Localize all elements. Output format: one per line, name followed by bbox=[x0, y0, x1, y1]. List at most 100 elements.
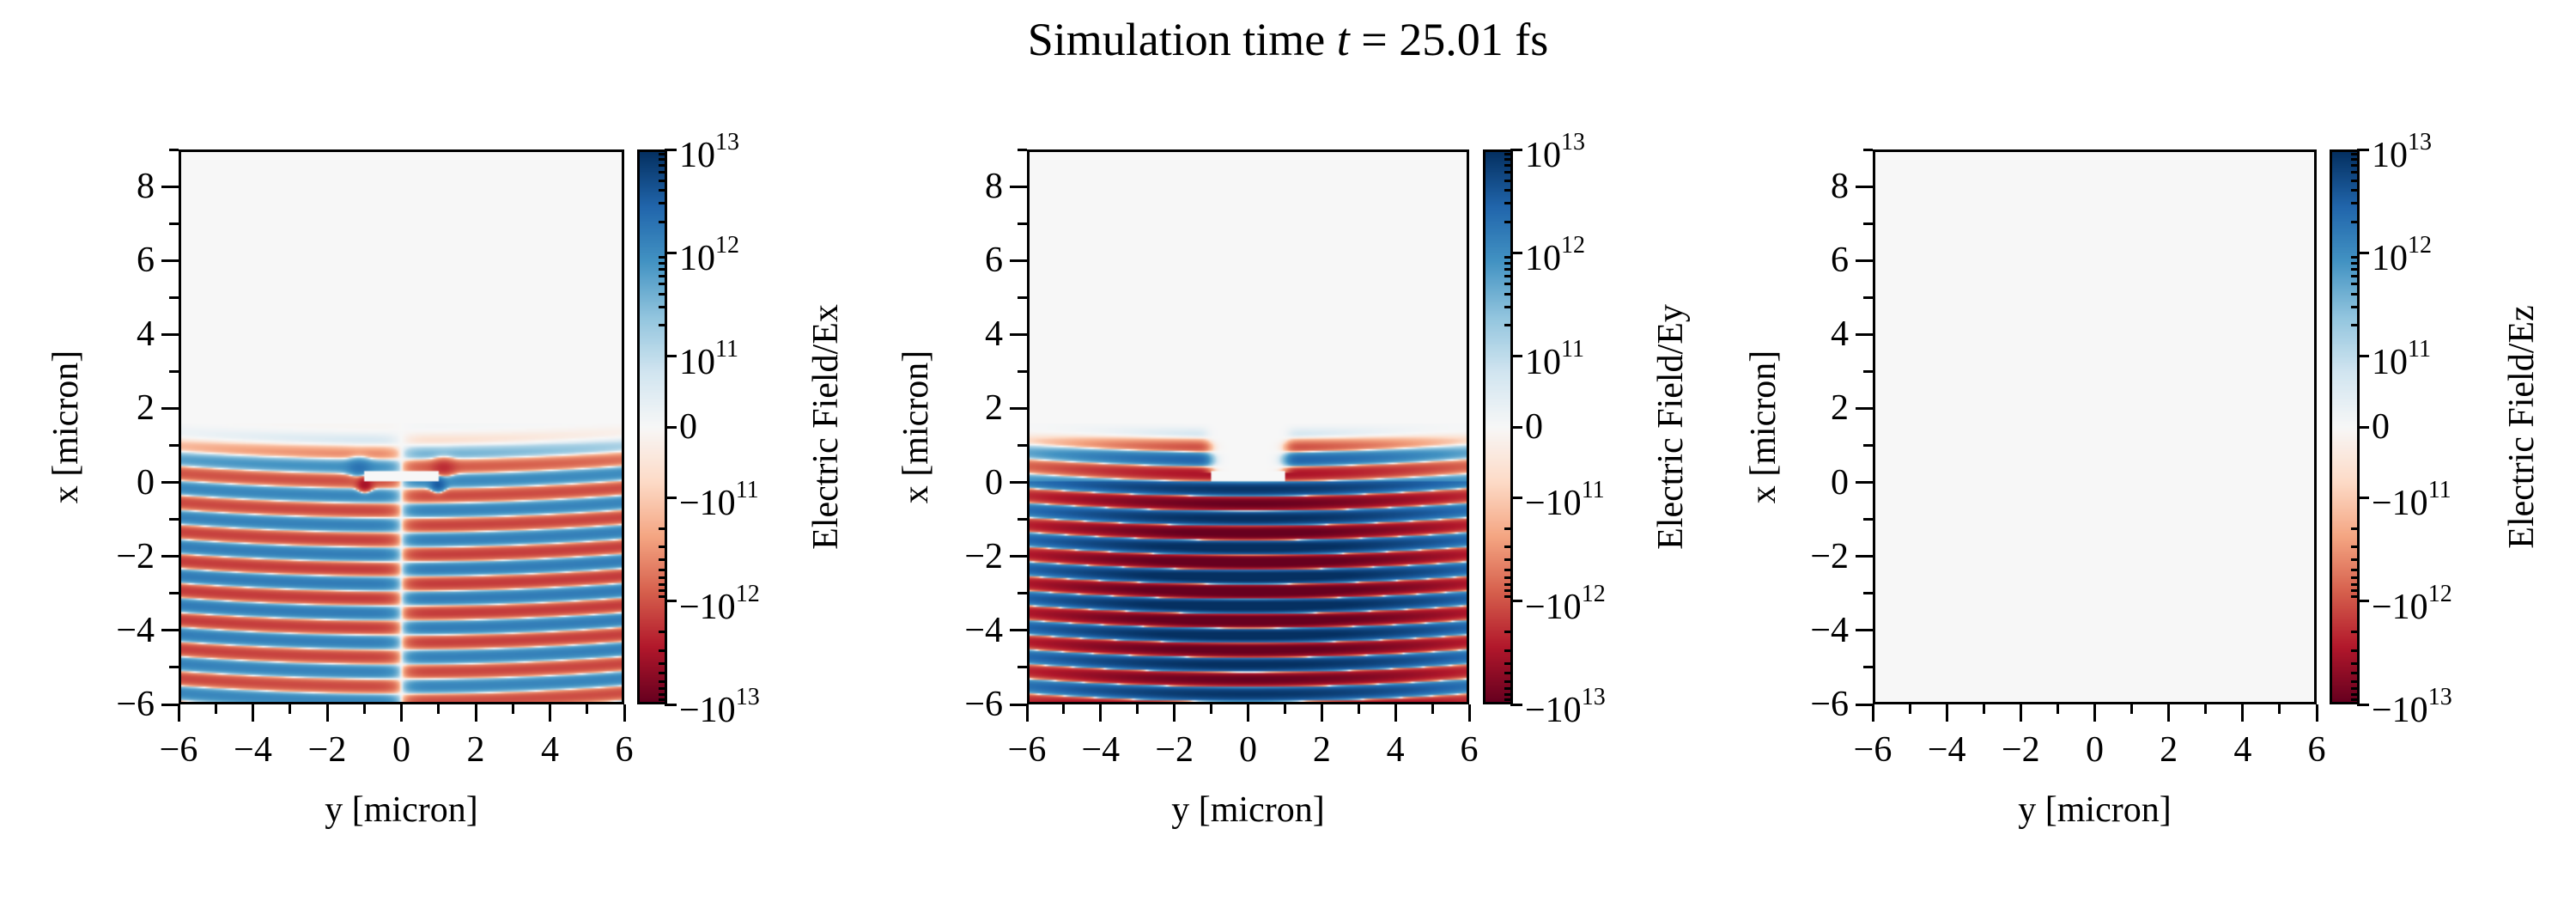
y-minor-tick bbox=[1018, 518, 1027, 521]
y-major-tick bbox=[161, 406, 179, 410]
tick-label-exponent: 11 bbox=[1581, 477, 1605, 504]
y-major-tick bbox=[1010, 555, 1027, 558]
tick-label-exponent: 11 bbox=[735, 477, 759, 504]
tick-label-base: −10 bbox=[1525, 587, 1582, 627]
colorbar-minor-tick bbox=[2351, 189, 2360, 192]
colorbar-minor-tick bbox=[659, 267, 667, 271]
y-major-tick bbox=[1856, 555, 1873, 558]
colorbar-minor-tick bbox=[2351, 274, 2360, 277]
colorbar-major-tick bbox=[2357, 600, 2369, 603]
y-minor-tick bbox=[1018, 592, 1027, 595]
y-tick-label: 6 bbox=[985, 241, 1003, 281]
y-tick-label: 8 bbox=[985, 167, 1003, 207]
colorbar-minor-tick bbox=[659, 527, 667, 530]
tick-label-base: 0 bbox=[679, 407, 697, 447]
y-minor-tick bbox=[169, 296, 179, 299]
colorbar-major-tick bbox=[665, 496, 677, 499]
x-major-tick bbox=[2093, 704, 2096, 722]
y-major-tick bbox=[1010, 259, 1027, 262]
y-tick-label: −6 bbox=[964, 685, 1003, 724]
y-tick-label: −6 bbox=[1810, 685, 1849, 724]
colorbar-minor-tick bbox=[1504, 256, 1513, 259]
y-major-tick bbox=[1856, 406, 1873, 410]
colorbar-gradient bbox=[2332, 152, 2357, 702]
colorbar-minor-tick bbox=[659, 283, 667, 286]
colorbar-minor-tick bbox=[2351, 220, 2360, 223]
colorbar-major-tick bbox=[2357, 148, 2369, 151]
y-tick-label: 4 bbox=[137, 314, 155, 355]
colorbar-minor-tick bbox=[659, 153, 667, 155]
colorbar-tick-label: 1013 bbox=[679, 129, 739, 178]
colorbar-minor-tick bbox=[2351, 672, 2360, 675]
tick-label-base: 10 bbox=[2372, 136, 2408, 175]
y-major-tick bbox=[1856, 259, 1873, 262]
colorbar-label: Electric Field/Ez bbox=[2502, 305, 2542, 549]
x-minor-tick bbox=[1283, 704, 1286, 714]
colorbar-tick-label: 1011 bbox=[679, 336, 738, 385]
colorbar-minor-tick bbox=[2351, 545, 2360, 549]
colorbar-minor-tick bbox=[1504, 324, 1513, 327]
tick-label-base: −10 bbox=[2372, 691, 2428, 730]
colorbar-minor-tick bbox=[659, 324, 667, 327]
y-major-tick bbox=[1010, 703, 1027, 706]
colorbar-minor-tick bbox=[1504, 305, 1513, 308]
colorbar-minor-tick bbox=[1504, 672, 1513, 675]
title-suffix: = 25.01 fs bbox=[1349, 14, 1549, 65]
y-minor-tick bbox=[169, 369, 179, 373]
x-tick-label: 0 bbox=[2086, 730, 2104, 770]
colorbar-tick-label: 1013 bbox=[2372, 129, 2432, 178]
tick-label-base: 0 bbox=[1525, 407, 1543, 447]
colorbar-minor-tick bbox=[1504, 589, 1513, 593]
y-minor-tick bbox=[1863, 518, 1873, 521]
colorbar-minor-tick bbox=[2351, 698, 2360, 701]
colorbar-minor-tick bbox=[659, 220, 667, 223]
y-tick-label: −2 bbox=[116, 536, 155, 576]
colorbar-major-tick bbox=[1510, 703, 1522, 706]
colorbar-minor-tick bbox=[2351, 594, 2360, 598]
tick-label-exponent: 12 bbox=[715, 232, 739, 259]
y-tick-label: 0 bbox=[985, 462, 1003, 503]
tick-label-exponent: 11 bbox=[2408, 335, 2431, 363]
colorbar-major-tick bbox=[1510, 496, 1522, 499]
x-minor-tick bbox=[289, 704, 292, 714]
x-major-tick bbox=[2315, 704, 2318, 722]
heatmap-image bbox=[181, 152, 622, 702]
y-tick-label: 2 bbox=[1831, 388, 1849, 429]
colorbar-minor-tick bbox=[2351, 261, 2360, 265]
x-major-tick bbox=[549, 704, 551, 722]
tick-label-base: −10 bbox=[1525, 484, 1582, 524]
colorbar-major-tick bbox=[665, 703, 677, 706]
y-major-tick bbox=[1856, 629, 1873, 632]
heatmap-plot-ez bbox=[1873, 149, 2317, 704]
heatmap-plot-ex bbox=[179, 149, 624, 704]
y-major-tick bbox=[161, 259, 179, 262]
colorbar-tick-label: −1011 bbox=[679, 477, 759, 526]
x-major-tick bbox=[1025, 704, 1029, 722]
colorbar-tick-label: −1012 bbox=[2372, 581, 2452, 630]
y-minor-tick bbox=[169, 222, 179, 225]
colorbar-tick-label: 1012 bbox=[2372, 232, 2432, 281]
colorbar bbox=[2330, 149, 2360, 704]
tick-label-exponent: 11 bbox=[1561, 335, 1584, 363]
tick-label-base: 10 bbox=[2372, 239, 2408, 279]
colorbar-minor-tick bbox=[2351, 267, 2360, 271]
tick-label-base: 10 bbox=[1525, 136, 1561, 175]
x-tick-label: 4 bbox=[1386, 730, 1405, 770]
colorbar-minor-tick bbox=[2351, 164, 2360, 168]
colorbar-minor-tick bbox=[659, 631, 667, 634]
x-minor-tick bbox=[1357, 704, 1360, 714]
colorbar-tick-label: −1013 bbox=[679, 684, 760, 733]
colorbar-minor-tick bbox=[1504, 189, 1513, 192]
colorbar-tick-label: −1011 bbox=[2372, 477, 2451, 526]
colorbar-minor-tick bbox=[1504, 153, 1513, 155]
y-major-tick bbox=[161, 185, 179, 188]
y-tick-label: 6 bbox=[1831, 241, 1849, 281]
colorbar-minor-tick bbox=[1504, 686, 1513, 690]
colorbar-minor-tick bbox=[659, 189, 667, 192]
x-major-tick bbox=[1394, 704, 1397, 722]
y-tick-label: 8 bbox=[1831, 167, 1849, 207]
x-minor-tick bbox=[1210, 704, 1213, 714]
tick-label-exponent: 12 bbox=[2408, 232, 2432, 259]
colorbar-minor-tick bbox=[2351, 179, 2360, 182]
heatmap-image bbox=[1030, 152, 1467, 702]
